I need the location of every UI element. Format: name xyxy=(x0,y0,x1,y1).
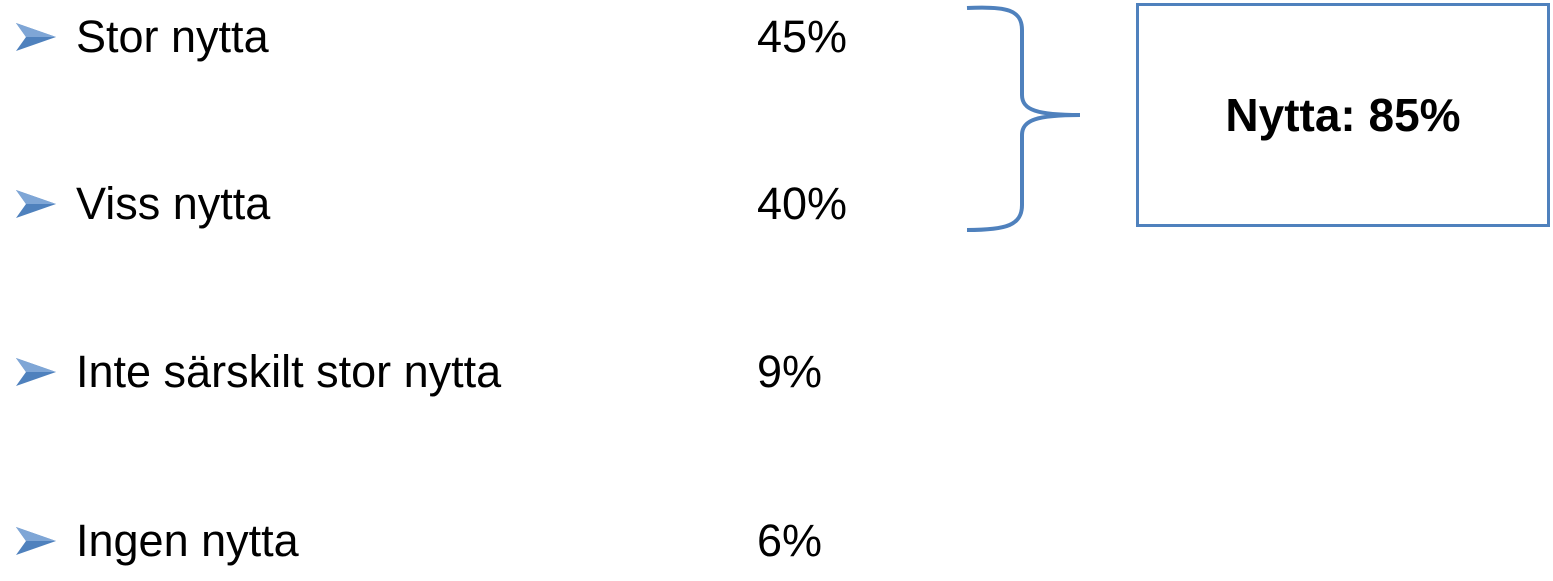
curly-brace-icon xyxy=(966,5,1081,232)
item-label: Inte särskilt stor nytta xyxy=(76,346,502,397)
arrowhead-bullet-icon xyxy=(16,190,56,218)
item-value: 9% xyxy=(757,346,823,397)
summary-text: Nytta: 85% xyxy=(1225,89,1461,141)
item-label: Ingen nytta xyxy=(76,515,299,566)
list-item: Viss nytta 40% xyxy=(0,164,900,244)
item-value: 40% xyxy=(757,178,848,229)
arrowhead-bullet-icon xyxy=(16,23,56,51)
list-item: Inte särskilt stor nytta 9% xyxy=(0,332,900,412)
item-value: 6% xyxy=(757,515,823,566)
list-item: Ingen nytta 6% xyxy=(0,501,900,581)
item-value: 45% xyxy=(757,11,848,62)
summary-box: Nytta: 85% xyxy=(1136,3,1550,227)
item-label: Stor nytta xyxy=(76,11,269,62)
list-item: Stor nytta 45% xyxy=(0,0,900,77)
item-label: Viss nytta xyxy=(76,178,271,229)
arrowhead-bullet-icon xyxy=(16,358,56,386)
arrowhead-bullet-icon xyxy=(16,527,56,555)
